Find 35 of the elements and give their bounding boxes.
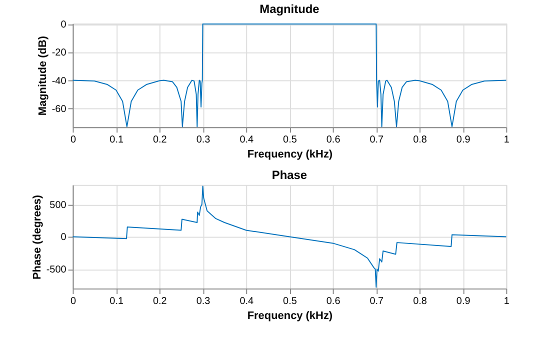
y-tick-label: 0 (60, 232, 67, 244)
x-tick-label: 0.5 (283, 134, 298, 146)
chart-title: Phase (272, 168, 308, 182)
x-tick-label: 0 (70, 296, 76, 307)
y-tick-label: -40 (52, 76, 67, 87)
y-axis-title: Phase (degrees) (31, 194, 44, 280)
x-tick-label: 0.7 (370, 134, 384, 146)
chart-title: Magnitude (260, 2, 320, 16)
y-tick-label: 0 (60, 20, 67, 31)
x-tick-label: 0 (70, 134, 76, 146)
x-tick-label: 0.8 (413, 296, 428, 307)
x-tick-label: 0.3 (196, 296, 211, 307)
x-tick-label: 0.6 (326, 134, 341, 146)
x-tick-label: 0.2 (153, 134, 168, 146)
x-tick-label: 0.2 (153, 296, 168, 307)
y-axis-title: Magnitude (dB) (36, 36, 49, 116)
x-axis-title: Frequency (kHz) (247, 310, 333, 322)
y-tick-label: -60 (52, 104, 67, 115)
x-axis-title: Frequency (kHz) (247, 148, 333, 161)
x-tick-label: 0.4 (240, 134, 254, 146)
y-tick-label: -20 (52, 48, 67, 59)
y-tick-label: -500 (46, 264, 67, 276)
x-tick-label: 0.7 (370, 296, 384, 307)
x-tick-label: 0.9 (456, 134, 471, 146)
y-tick-label: 500 (50, 200, 67, 211)
x-tick-label: 0.4 (240, 296, 254, 307)
x-tick-label: 0.1 (110, 296, 124, 307)
x-tick-label: 0.6 (326, 296, 341, 307)
x-tick-label: 0.3 (196, 134, 211, 146)
x-tick-label: 1 (504, 296, 510, 307)
x-tick-label: 0.8 (413, 134, 428, 146)
x-tick-label: 0.5 (283, 296, 298, 307)
x-tick-label: 0.9 (456, 296, 471, 307)
x-tick-label: 0.1 (110, 134, 124, 146)
x-tick-label: 1 (504, 134, 510, 146)
